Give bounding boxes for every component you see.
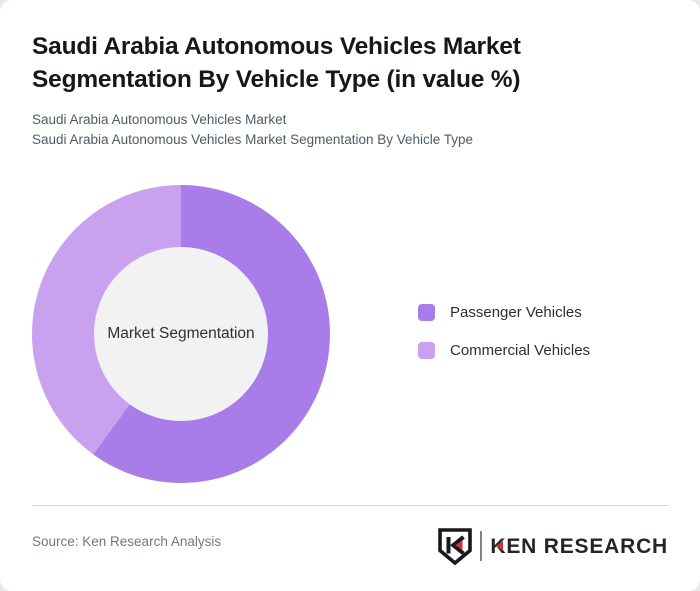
donut-chart: Market Segmentation [32, 185, 330, 483]
legend-item: Passenger Vehicles [418, 304, 590, 321]
logo-k-red-triangle-icon [496, 541, 504, 551]
donut-center-label: Market Segmentation [107, 325, 255, 342]
logo-shield-red-triangle [455, 539, 463, 550]
subtitle-line: Saudi Arabia Autonomous Vehicles Market [32, 112, 287, 127]
footer-divider [32, 505, 668, 506]
legend-swatch-commercial [418, 342, 435, 359]
logo-wordmark: KEN RESEARCH [490, 536, 668, 557]
subtitle-line: Saudi Arabia Autonomous Vehicles Market … [32, 132, 474, 147]
logo-divider-bar [480, 531, 483, 561]
legend-label: Passenger Vehicles [450, 304, 582, 321]
ken-research-logo: KEN RESEARCH [438, 527, 668, 565]
legend-item: Commercial Vehicles [418, 342, 590, 359]
legend-label: Commercial Vehicles [450, 342, 591, 359]
logo-shield-icon [438, 527, 473, 565]
page-title: Saudi Arabia Autonomous Vehicles Market … [32, 33, 521, 93]
chart-legend: Passenger Vehicles Commercial Vehicles [418, 304, 590, 359]
source-text: Source: Ken Research Analysis [32, 534, 222, 549]
legend-swatch-passenger [418, 304, 435, 321]
chart-subtitles: Saudi Arabia Autonomous Vehicles Market … [32, 110, 473, 150]
logo-wordmark-text: KEN RESEARCH [490, 534, 668, 558]
donut-center: Market Segmentation [94, 247, 268, 421]
